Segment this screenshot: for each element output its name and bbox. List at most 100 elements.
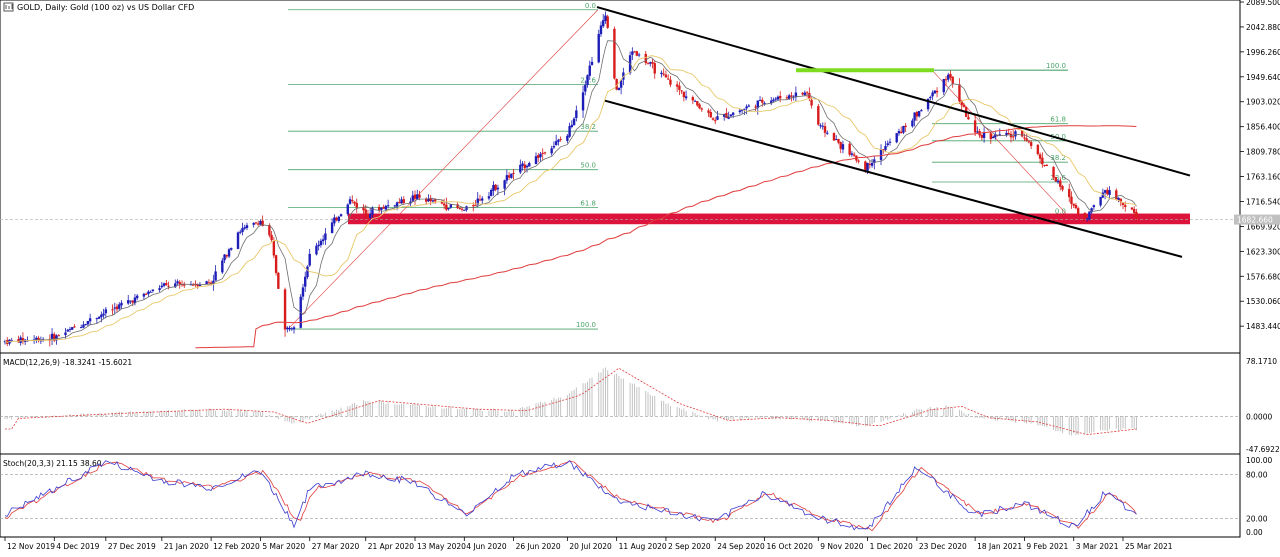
candle-body	[1061, 186, 1064, 190]
candle-body	[756, 100, 760, 108]
candle-body	[192, 284, 195, 286]
candle-body	[651, 61, 654, 64]
candle-body	[835, 139, 838, 141]
candle-body	[850, 153, 854, 155]
candle-body	[209, 282, 213, 284]
x-tick-label: 21 Jan 2020	[164, 542, 209, 551]
candle-body	[429, 197, 432, 202]
candle-body	[66, 329, 69, 332]
fib2-trendline	[931, 69, 1069, 216]
candle-body	[57, 335, 60, 337]
candle-body	[848, 143, 851, 155]
current-price-label: 1682.660	[1237, 216, 1273, 225]
candle-body	[447, 208, 450, 210]
candle-body	[1054, 177, 1057, 182]
x-tick-label: 27 Dec 2019	[108, 542, 156, 551]
candle-body	[507, 175, 511, 178]
candle-body	[174, 283, 177, 288]
candle-body	[288, 328, 291, 330]
price-y-tick-label: 1623.300	[1246, 247, 1280, 256]
candle-body	[353, 201, 356, 204]
x-tick-label: 4 Dec 2019	[56, 542, 99, 551]
candle-body	[481, 198, 484, 201]
candle-body	[982, 132, 986, 138]
price-panel: 0.0 23.6 38.2 50.0 61.8 100.0 100.0 61.8 50.0 38.…	[0, 2, 1240, 349]
axes: 2089.500 2042.880 1996.260 1949.640 1903.020…	[4, 0, 1280, 551]
stoch-main-line	[4, 460, 1137, 531]
candle-body	[886, 143, 889, 146]
candle-body	[496, 187, 500, 190]
candle-body	[35, 337, 38, 341]
x-tick-label: 2 Sep 2020	[668, 542, 711, 551]
candle-body	[456, 204, 459, 208]
candle-body	[994, 134, 997, 138]
candle-body	[1038, 154, 1042, 159]
candle-body	[774, 98, 777, 100]
candle-body	[566, 135, 569, 141]
candle-body	[714, 120, 717, 122]
candle-body	[597, 33, 600, 63]
candle-body	[552, 145, 556, 148]
candle-body	[613, 28, 616, 79]
stoch-y-tick-label: 0.00	[1246, 528, 1263, 537]
candle-body	[785, 97, 789, 99]
price-y-tick-label: 2042.880	[1246, 23, 1280, 32]
candle-body	[575, 110, 578, 118]
candle-body	[669, 79, 672, 85]
candle-body	[543, 152, 547, 154]
candle-body	[1106, 189, 1109, 195]
candle-body	[653, 63, 656, 74]
fib1-level-label: 0.0	[585, 2, 596, 10]
candle-body	[779, 96, 782, 99]
candle-body	[590, 61, 594, 65]
candle-body	[790, 95, 793, 97]
price-y-tick-label: 1530.060	[1246, 297, 1280, 306]
candle-body	[198, 284, 202, 287]
stoch-panel-frame	[0, 453, 1241, 538]
candle-body	[725, 113, 728, 119]
candle-body	[100, 314, 103, 318]
candle-body	[115, 306, 119, 310]
candle-body	[1056, 180, 1060, 183]
candle-body	[277, 272, 280, 289]
candle-body	[619, 80, 623, 88]
candle-body	[458, 207, 462, 209]
candle-body	[617, 87, 621, 90]
candle-body	[165, 283, 168, 285]
candle-body	[745, 106, 748, 109]
candle-body	[537, 155, 540, 158]
candle-body	[823, 126, 827, 133]
candle-body	[292, 327, 296, 330]
candle-body	[1083, 213, 1087, 219]
candle-body	[664, 74, 668, 78]
candle-body	[1005, 132, 1008, 136]
candle-body	[317, 244, 320, 247]
candle-body	[308, 253, 311, 266]
candle-body	[772, 99, 775, 102]
candle-body	[386, 205, 390, 207]
candle-body	[960, 100, 963, 106]
candle-body	[539, 153, 542, 158]
stoch-y-tick-label: 100.00	[1246, 456, 1272, 465]
candle-body	[478, 199, 482, 201]
macd-y-tick-label: -47.6922	[1246, 445, 1280, 454]
price-y-tick-label: 1809.780	[1246, 148, 1280, 157]
candle-body	[1119, 198, 1122, 203]
candle-body	[1133, 209, 1136, 213]
candle-body	[492, 184, 495, 191]
sma-fast-line	[4, 40, 1137, 343]
candle-body	[700, 108, 703, 110]
price-y-tick-label: 2089.500	[1246, 0, 1280, 7]
chart-window-icon[interactable]	[3, 2, 14, 12]
candle-body	[402, 199, 406, 203]
x-tick-label: 9 Feb 2021	[1026, 542, 1068, 551]
candle-body	[113, 307, 116, 309]
candle-body	[911, 120, 914, 127]
candle-body	[942, 79, 945, 93]
candle-body	[86, 320, 90, 325]
fib2-level-label: 23.6	[1050, 174, 1066, 182]
candle-body	[416, 194, 419, 200]
candle-body	[980, 134, 984, 138]
candle-body	[245, 225, 249, 228]
